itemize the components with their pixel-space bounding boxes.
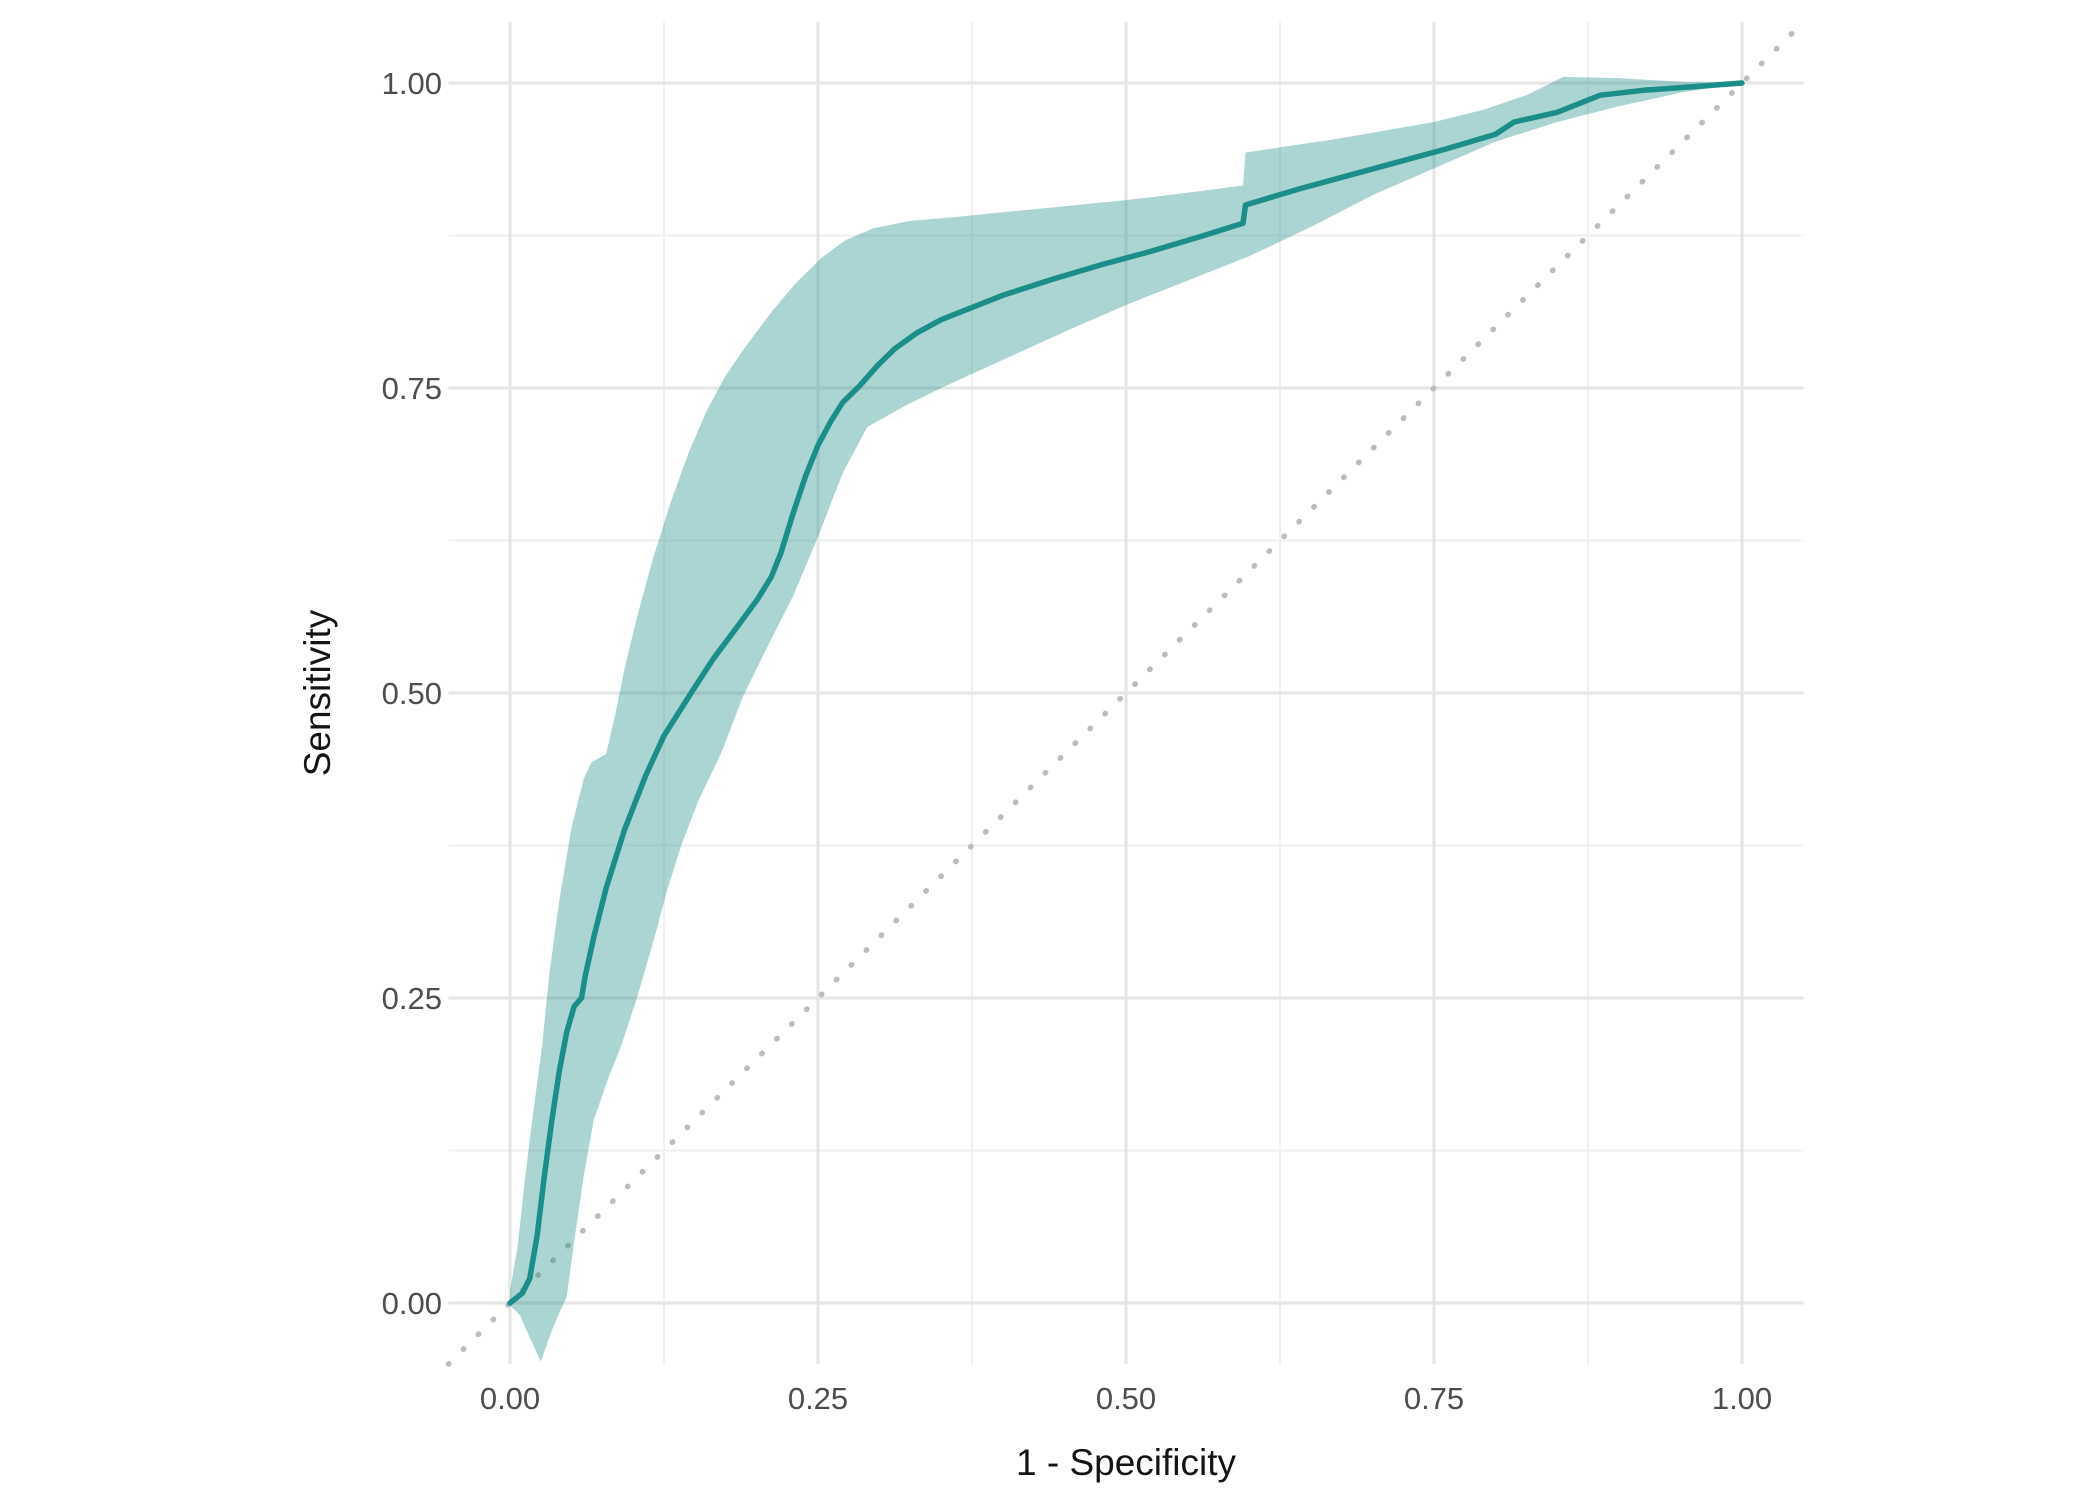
roc-curve-line xyxy=(507,80,1745,1306)
y-tick-label: 0.50 xyxy=(382,676,442,711)
y-tick-label: 0.00 xyxy=(382,1286,442,1321)
x-tick-label: 0.50 xyxy=(1096,1381,1156,1416)
x-tick-label: 0.00 xyxy=(480,1381,540,1416)
y-axis-tick-labels: 0.00 0.25 0.50 0.75 1.00 xyxy=(382,66,442,1321)
y-tick-label: 0.25 xyxy=(382,981,442,1016)
confidence-band xyxy=(510,76,1742,1362)
y-axis-title: Sensitivity xyxy=(297,609,338,776)
x-tick-label: 0.25 xyxy=(788,1381,848,1416)
x-tick-label: 1.00 xyxy=(1712,1381,1772,1416)
reference-diagonal-line xyxy=(445,19,1807,1367)
x-tick-label: 0.75 xyxy=(1404,1381,1464,1416)
x-axis-tick-labels: 0.00 0.25 0.50 0.75 1.00 xyxy=(480,1381,1772,1416)
y-tick-label: 0.75 xyxy=(382,371,442,406)
x-axis-title: 1 - Specificity xyxy=(1016,1442,1237,1483)
y-tick-label: 1.00 xyxy=(382,66,442,101)
gridlines-major xyxy=(448,22,1804,1364)
